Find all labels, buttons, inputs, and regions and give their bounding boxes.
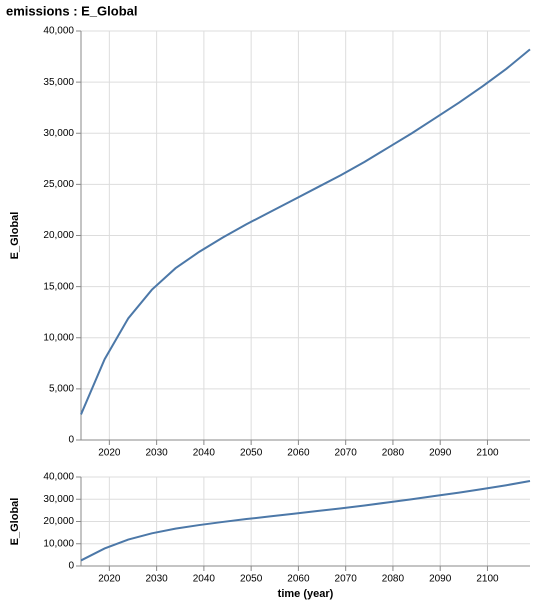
line bbox=[80, 480, 531, 562]
y-tick-label: 15,000 bbox=[43, 281, 74, 292]
x-tick-label: 2020 bbox=[98, 448, 121, 459]
x-tick-label: 2030 bbox=[145, 448, 168, 459]
y-axis-label: E_Global bbox=[9, 212, 21, 260]
x-tick-label: 2080 bbox=[382, 574, 405, 585]
y-tick-label: 0 bbox=[68, 561, 74, 572]
y-tick-label: 20,000 bbox=[43, 516, 74, 527]
chart-title: emissions : E_Global bbox=[6, 3, 138, 18]
y-tick-label: 40,000 bbox=[43, 472, 74, 483]
y-axis-label: E_Global bbox=[9, 498, 21, 546]
x-tick-label: 2020 bbox=[98, 574, 121, 585]
x-tick-label: 2090 bbox=[429, 448, 452, 459]
y-tick-label: 30,000 bbox=[43, 128, 74, 139]
x-tick-label: 2080 bbox=[382, 448, 405, 459]
line bbox=[80, 48, 531, 415]
x-tick-label: 2060 bbox=[287, 448, 310, 459]
y-tick-label: 30,000 bbox=[43, 494, 74, 505]
x-tick-label: 2100 bbox=[476, 574, 499, 585]
x-tick-label: 2050 bbox=[240, 448, 263, 459]
y-tick-label: 20,000 bbox=[43, 230, 74, 241]
y-tick-label: 10,000 bbox=[43, 538, 74, 549]
y-tick-label: 10,000 bbox=[43, 332, 74, 343]
x-tick-label: 2040 bbox=[193, 448, 216, 459]
y-tick-label: 35,000 bbox=[43, 77, 74, 88]
x-tick-label: 2050 bbox=[240, 574, 263, 585]
x-axis-label: time (year) bbox=[278, 588, 334, 600]
y-tick-label: 25,000 bbox=[43, 179, 74, 190]
x-tick-label: 2070 bbox=[335, 574, 358, 585]
y-tick-label: 40,000 bbox=[43, 26, 74, 37]
y-tick-label: 0 bbox=[68, 435, 74, 446]
x-tick-label: 2100 bbox=[476, 448, 499, 459]
x-tick-label: 2070 bbox=[335, 448, 358, 459]
x-tick-label: 2060 bbox=[287, 574, 310, 585]
x-tick-label: 2090 bbox=[429, 574, 452, 585]
y-tick-label: 5,000 bbox=[49, 384, 74, 395]
x-tick-label: 2040 bbox=[193, 574, 216, 585]
x-tick-label: 2030 bbox=[145, 574, 168, 585]
